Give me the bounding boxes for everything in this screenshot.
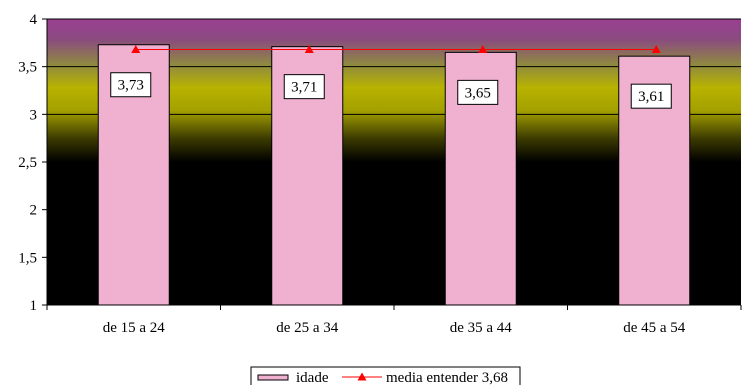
x-tick-label: de 15 a 24 [103,320,166,336]
data-label: 3,65 [465,85,491,101]
y-axis-ticks: 1 1,5 2 2,5 3 3,5 4 [18,12,47,314]
y-tick-label: 4 [30,12,38,28]
data-label-box [630,83,672,109]
legend-label-bars: idade [296,370,329,385]
data-label: 3,61 [638,89,664,105]
legend-swatch-bars [257,374,289,381]
mean-line-marker [478,45,488,54]
x-axis-ticks: de 15 a 24 de 25 a 34 de 35 a 44 de 45 a 54 [46,305,742,336]
y-tick-label: 1,5 [18,250,37,266]
y-tick-label: 2 [30,203,38,219]
legend-label-line: media entender 3,68 [386,370,508,385]
legend: idade media entender 3,68 [250,366,521,385]
y-tick-label: 2,5 [18,155,37,171]
legend-box [250,366,521,385]
data-labels: 3,73 3,71 3,65 3,61 [110,72,672,109]
mean-line-marker [131,45,141,54]
legend-swatch-marker [357,372,367,381]
data-label: 3,71 [291,80,317,96]
x-tick-label: de 45 a 54 [623,320,686,336]
mean-line-series [131,45,661,54]
y-tick-label: 1 [30,298,38,314]
y-tick-label: 3 [30,107,38,123]
data-label-box [110,72,152,98]
x-tick-label: de 25 a 34 [276,320,339,336]
x-tick-label: de 35 a 44 [450,320,513,336]
mean-line-marker [651,45,661,54]
mean-line-marker [304,45,314,54]
data-label-box [457,79,499,105]
data-label: 3,73 [118,78,144,94]
y-tick-label: 3,5 [18,60,37,76]
data-label-box [283,74,325,100]
